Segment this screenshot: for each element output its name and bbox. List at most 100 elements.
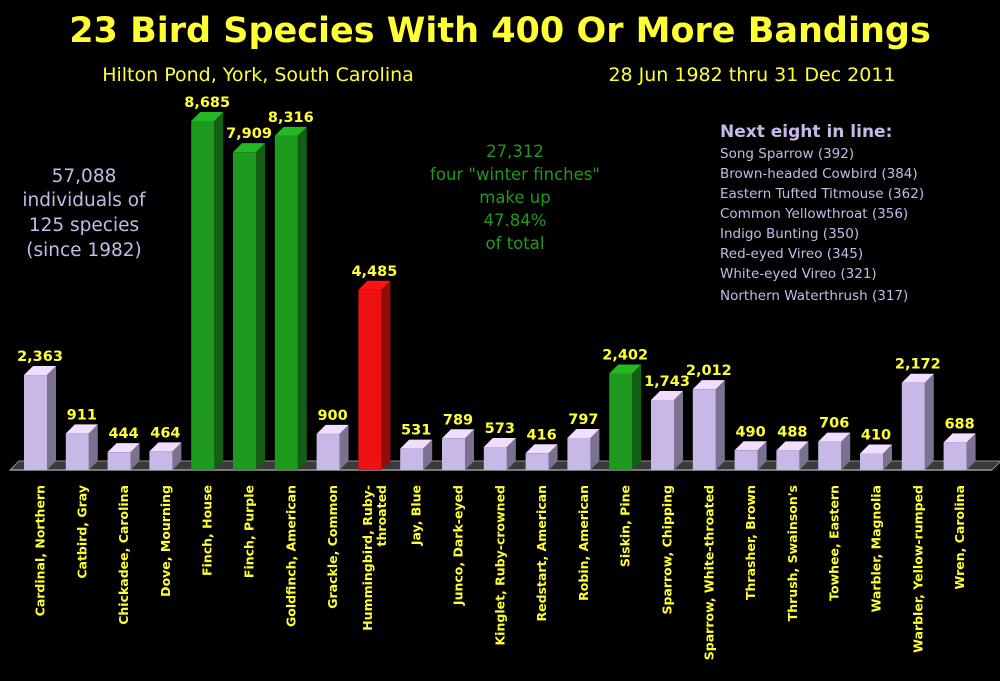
- bar-top: [860, 444, 892, 454]
- bar-top: [358, 280, 391, 290]
- bar-side: [339, 424, 349, 470]
- bar: [274, 126, 307, 471]
- bar: [149, 442, 182, 470]
- value-label: 797: [568, 412, 598, 428]
- chart-location: Hilton Pond, York, South Carolina: [102, 64, 414, 86]
- bar-side: [590, 428, 600, 470]
- value-label: 488: [777, 424, 807, 440]
- category-labels: Cardinal, Northern Catbird, Gray Chickadee…: [33, 485, 968, 660]
- value-label: 900: [317, 408, 347, 424]
- bar: [233, 143, 265, 470]
- next-eight-heading: Next eight in line:: [720, 122, 892, 142]
- bar-side: [256, 143, 265, 470]
- bar-front: [24, 375, 47, 470]
- bar-side: [674, 390, 683, 470]
- bar-top: [483, 437, 516, 447]
- value-label: 2,012: [686, 363, 732, 379]
- total-line-3: 125 species: [29, 215, 139, 236]
- category-label: Warbler, Magnolia: [869, 485, 884, 612]
- bar-front: [567, 437, 591, 470]
- bar-front: [274, 135, 298, 470]
- category-label-line: Warbler, Magnolia: [869, 485, 884, 612]
- category-label: Finch, Purple: [242, 485, 257, 578]
- bar: [818, 432, 851, 470]
- bar-front: [358, 289, 382, 470]
- value-label: 531: [401, 423, 431, 439]
- bar: [358, 280, 391, 470]
- category-label: Redstart, American: [534, 485, 549, 622]
- category-label: Towhee, Eastern: [827, 485, 842, 601]
- category-label: Siskin, Pine: [618, 485, 633, 567]
- bar: [734, 441, 767, 470]
- finch-line-3: make up: [479, 188, 550, 207]
- bar-front: [400, 448, 424, 470]
- bar-side: [172, 442, 182, 470]
- bar-side: [799, 441, 809, 470]
- value-label: 416: [526, 427, 556, 443]
- bar-top: [651, 390, 683, 400]
- category-label: Goldfinch, American: [283, 485, 298, 627]
- category-label: Thrush, Swainson's: [785, 485, 800, 621]
- bar-top: [24, 366, 56, 376]
- category-label-line: Sparrow, White-throated: [701, 485, 716, 660]
- bar-top: [734, 441, 767, 451]
- category-label-line: throated: [374, 485, 389, 546]
- bar-top: [818, 432, 851, 442]
- bar: [776, 441, 809, 470]
- value-label: 2,172: [895, 357, 941, 373]
- category-label: Wren, Carolina: [952, 485, 967, 589]
- next-eight-item: Indigo Bunting (350): [720, 226, 859, 242]
- bar-side: [715, 380, 725, 470]
- value-label: 8,685: [184, 95, 230, 111]
- total-count: 57,088: [52, 166, 117, 187]
- bar-side: [883, 444, 892, 470]
- value-label: 8,316: [268, 110, 314, 126]
- bar: [65, 424, 98, 470]
- bar: [483, 437, 516, 470]
- value-label: 464: [150, 425, 180, 441]
- bar-side: [548, 444, 558, 470]
- next-eight-item: Brown-headed Cowbird (384): [720, 166, 918, 182]
- bar-front: [191, 121, 215, 470]
- bar-top: [149, 442, 182, 452]
- bar-front: [107, 452, 131, 470]
- finch-percent: 47.84%: [484, 211, 547, 230]
- bar-front: [943, 442, 967, 470]
- category-label: Robin, American: [576, 485, 591, 601]
- bar-side: [465, 429, 474, 470]
- category-label-line: Hummingbird, Ruby-: [360, 485, 375, 631]
- category-label-line: Jay, Blue: [409, 485, 424, 546]
- finch-line-5: of total: [486, 234, 545, 253]
- category-label-line: Thrush, Swainson's: [785, 485, 800, 621]
- next-eight-item: Song Sparrow (392): [720, 146, 854, 162]
- category-label: Finch, House: [200, 485, 215, 576]
- value-label: 410: [861, 428, 891, 444]
- bar: [567, 428, 600, 470]
- next-eight-item: Red-eyed Vireo (345): [720, 246, 863, 262]
- category-label-line: Robin, American: [576, 485, 591, 601]
- bar: [442, 429, 474, 470]
- category-label: Dove, Mourning: [158, 485, 173, 597]
- bar-front: [233, 152, 256, 470]
- bar: [860, 444, 892, 470]
- next-eight-item: Eastern Tufted Titmouse (362): [720, 186, 924, 202]
- bar-top: [316, 424, 349, 434]
- bar-side: [47, 366, 56, 470]
- bar: [191, 112, 224, 470]
- category-label-line: Wren, Carolina: [952, 485, 967, 589]
- value-label: 4,485: [351, 264, 397, 280]
- bar-front: [483, 446, 507, 470]
- value-label: 7,909: [226, 126, 272, 142]
- category-label: Hummingbird, Ruby-throated: [360, 485, 389, 631]
- category-label-line: Warbler, Yellow-rumped: [910, 485, 925, 653]
- value-label: 573: [485, 421, 515, 437]
- bar: [24, 366, 56, 470]
- bar-side: [966, 433, 976, 470]
- category-label-line: Siskin, Pine: [618, 485, 633, 567]
- bar-front: [776, 450, 800, 470]
- category-label-line: Thrasher, Brown: [743, 485, 758, 600]
- bar-front: [734, 450, 758, 470]
- value-label: 911: [67, 407, 97, 423]
- bar-top: [65, 424, 98, 434]
